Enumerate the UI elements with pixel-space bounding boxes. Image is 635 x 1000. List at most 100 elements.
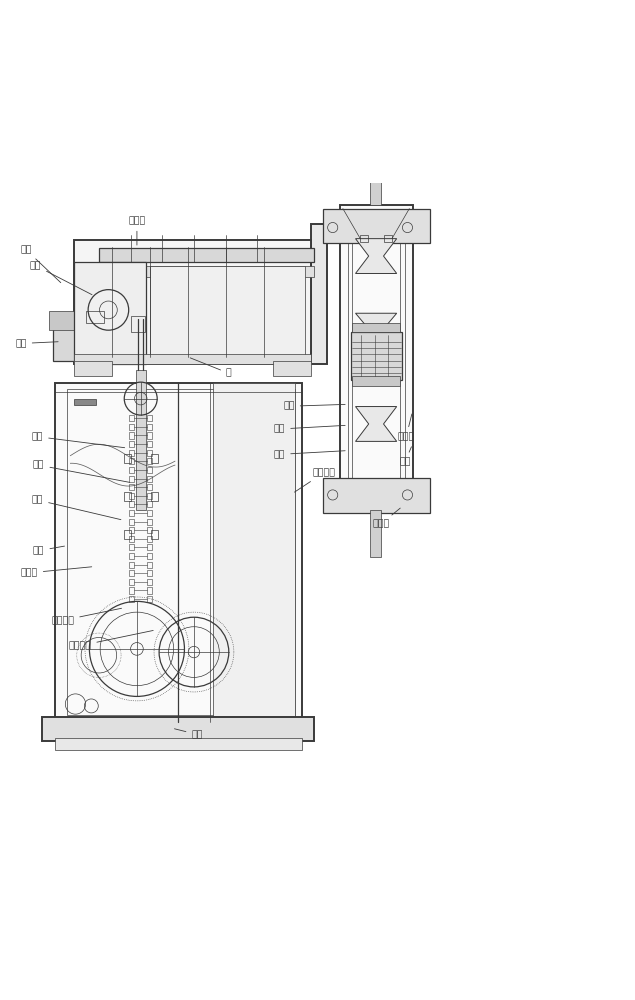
Bar bbox=[124, 492, 131, 501]
Bar bbox=[147, 415, 152, 421]
Text: 联轴器: 联轴器 bbox=[128, 217, 145, 245]
Bar bbox=[151, 492, 159, 501]
Bar bbox=[130, 467, 135, 473]
Bar bbox=[130, 579, 135, 585]
Text: 线夹: 线夹 bbox=[283, 402, 345, 411]
Bar bbox=[147, 510, 152, 516]
Bar bbox=[147, 484, 152, 490]
Bar bbox=[99, 248, 314, 262]
Text: 导轮组: 导轮组 bbox=[398, 414, 415, 441]
Bar bbox=[384, 235, 392, 242]
Bar bbox=[130, 441, 135, 447]
Bar bbox=[130, 536, 135, 542]
Text: 水密电机: 水密电机 bbox=[295, 468, 335, 492]
Text: 齿轮副一: 齿轮副一 bbox=[51, 608, 121, 625]
Bar bbox=[147, 501, 152, 507]
Bar bbox=[55, 738, 302, 750]
Bar bbox=[130, 432, 135, 439]
Bar bbox=[130, 484, 135, 490]
Bar bbox=[53, 313, 78, 361]
Bar bbox=[147, 579, 152, 585]
Bar bbox=[74, 399, 96, 405]
Bar bbox=[147, 432, 152, 439]
Bar bbox=[147, 519, 152, 525]
Bar bbox=[130, 596, 135, 602]
Bar bbox=[351, 332, 402, 380]
Bar bbox=[147, 458, 152, 464]
Bar bbox=[151, 454, 159, 463]
Bar bbox=[130, 570, 135, 576]
Bar bbox=[130, 450, 135, 456]
Bar bbox=[352, 376, 400, 386]
Text: 齿轮: 齿轮 bbox=[32, 495, 121, 520]
Bar bbox=[124, 530, 131, 539]
Bar bbox=[147, 596, 152, 602]
Bar bbox=[130, 458, 135, 464]
Bar bbox=[147, 587, 152, 594]
Bar bbox=[55, 383, 302, 722]
Bar bbox=[130, 501, 135, 507]
Bar bbox=[352, 323, 400, 332]
Bar bbox=[147, 553, 152, 559]
Text: 线夹: 线夹 bbox=[30, 261, 92, 295]
Bar bbox=[67, 389, 295, 715]
Bar bbox=[50, 311, 78, 330]
Bar bbox=[360, 235, 368, 242]
Bar bbox=[323, 478, 430, 513]
Bar bbox=[130, 415, 135, 421]
Bar bbox=[136, 370, 146, 510]
Text: 螺板: 螺板 bbox=[15, 339, 58, 348]
Bar bbox=[74, 262, 147, 364]
Bar bbox=[86, 311, 104, 323]
Bar bbox=[130, 476, 135, 482]
Text: 底座: 底座 bbox=[175, 729, 203, 739]
Bar bbox=[147, 570, 152, 576]
Bar bbox=[42, 717, 314, 741]
Bar bbox=[213, 383, 295, 719]
Bar bbox=[370, 171, 382, 205]
Text: 把手: 把手 bbox=[20, 245, 61, 283]
Bar bbox=[99, 266, 314, 277]
Text: 导板: 导板 bbox=[399, 447, 411, 466]
Bar bbox=[130, 519, 135, 525]
Bar bbox=[147, 562, 152, 568]
Bar bbox=[147, 527, 152, 533]
Bar bbox=[147, 424, 152, 430]
Text: 导板: 导板 bbox=[274, 425, 345, 434]
Bar bbox=[74, 354, 311, 364]
Polygon shape bbox=[356, 239, 397, 273]
Circle shape bbox=[88, 290, 129, 330]
Bar bbox=[147, 536, 152, 542]
Text: 线夹: 线夹 bbox=[32, 432, 124, 448]
Text: 齿轮副二: 齿轮副二 bbox=[69, 630, 153, 650]
Bar bbox=[147, 493, 152, 499]
Bar bbox=[130, 587, 135, 594]
Bar bbox=[147, 544, 152, 550]
Text: 轴: 轴 bbox=[190, 358, 232, 378]
Polygon shape bbox=[356, 407, 397, 441]
Bar bbox=[130, 424, 135, 430]
Bar bbox=[147, 467, 152, 473]
Bar bbox=[151, 530, 159, 539]
Bar bbox=[124, 454, 131, 463]
Text: 安装孔: 安装孔 bbox=[372, 508, 400, 529]
Bar bbox=[130, 562, 135, 568]
Bar bbox=[130, 553, 135, 559]
Bar bbox=[348, 212, 405, 506]
Text: 链条: 链条 bbox=[33, 461, 130, 482]
Bar bbox=[150, 266, 305, 361]
Bar bbox=[340, 205, 413, 513]
Bar bbox=[130, 544, 135, 550]
Text: 线夹: 线夹 bbox=[274, 450, 345, 459]
Bar bbox=[323, 209, 430, 243]
Bar bbox=[147, 476, 152, 482]
Bar bbox=[370, 510, 382, 557]
Bar bbox=[74, 361, 112, 376]
Polygon shape bbox=[356, 313, 397, 345]
Bar bbox=[147, 441, 152, 447]
Bar bbox=[273, 361, 311, 376]
Bar bbox=[311, 224, 327, 364]
Text: 机架: 机架 bbox=[33, 546, 65, 555]
Bar bbox=[130, 527, 135, 533]
Bar bbox=[131, 316, 145, 332]
